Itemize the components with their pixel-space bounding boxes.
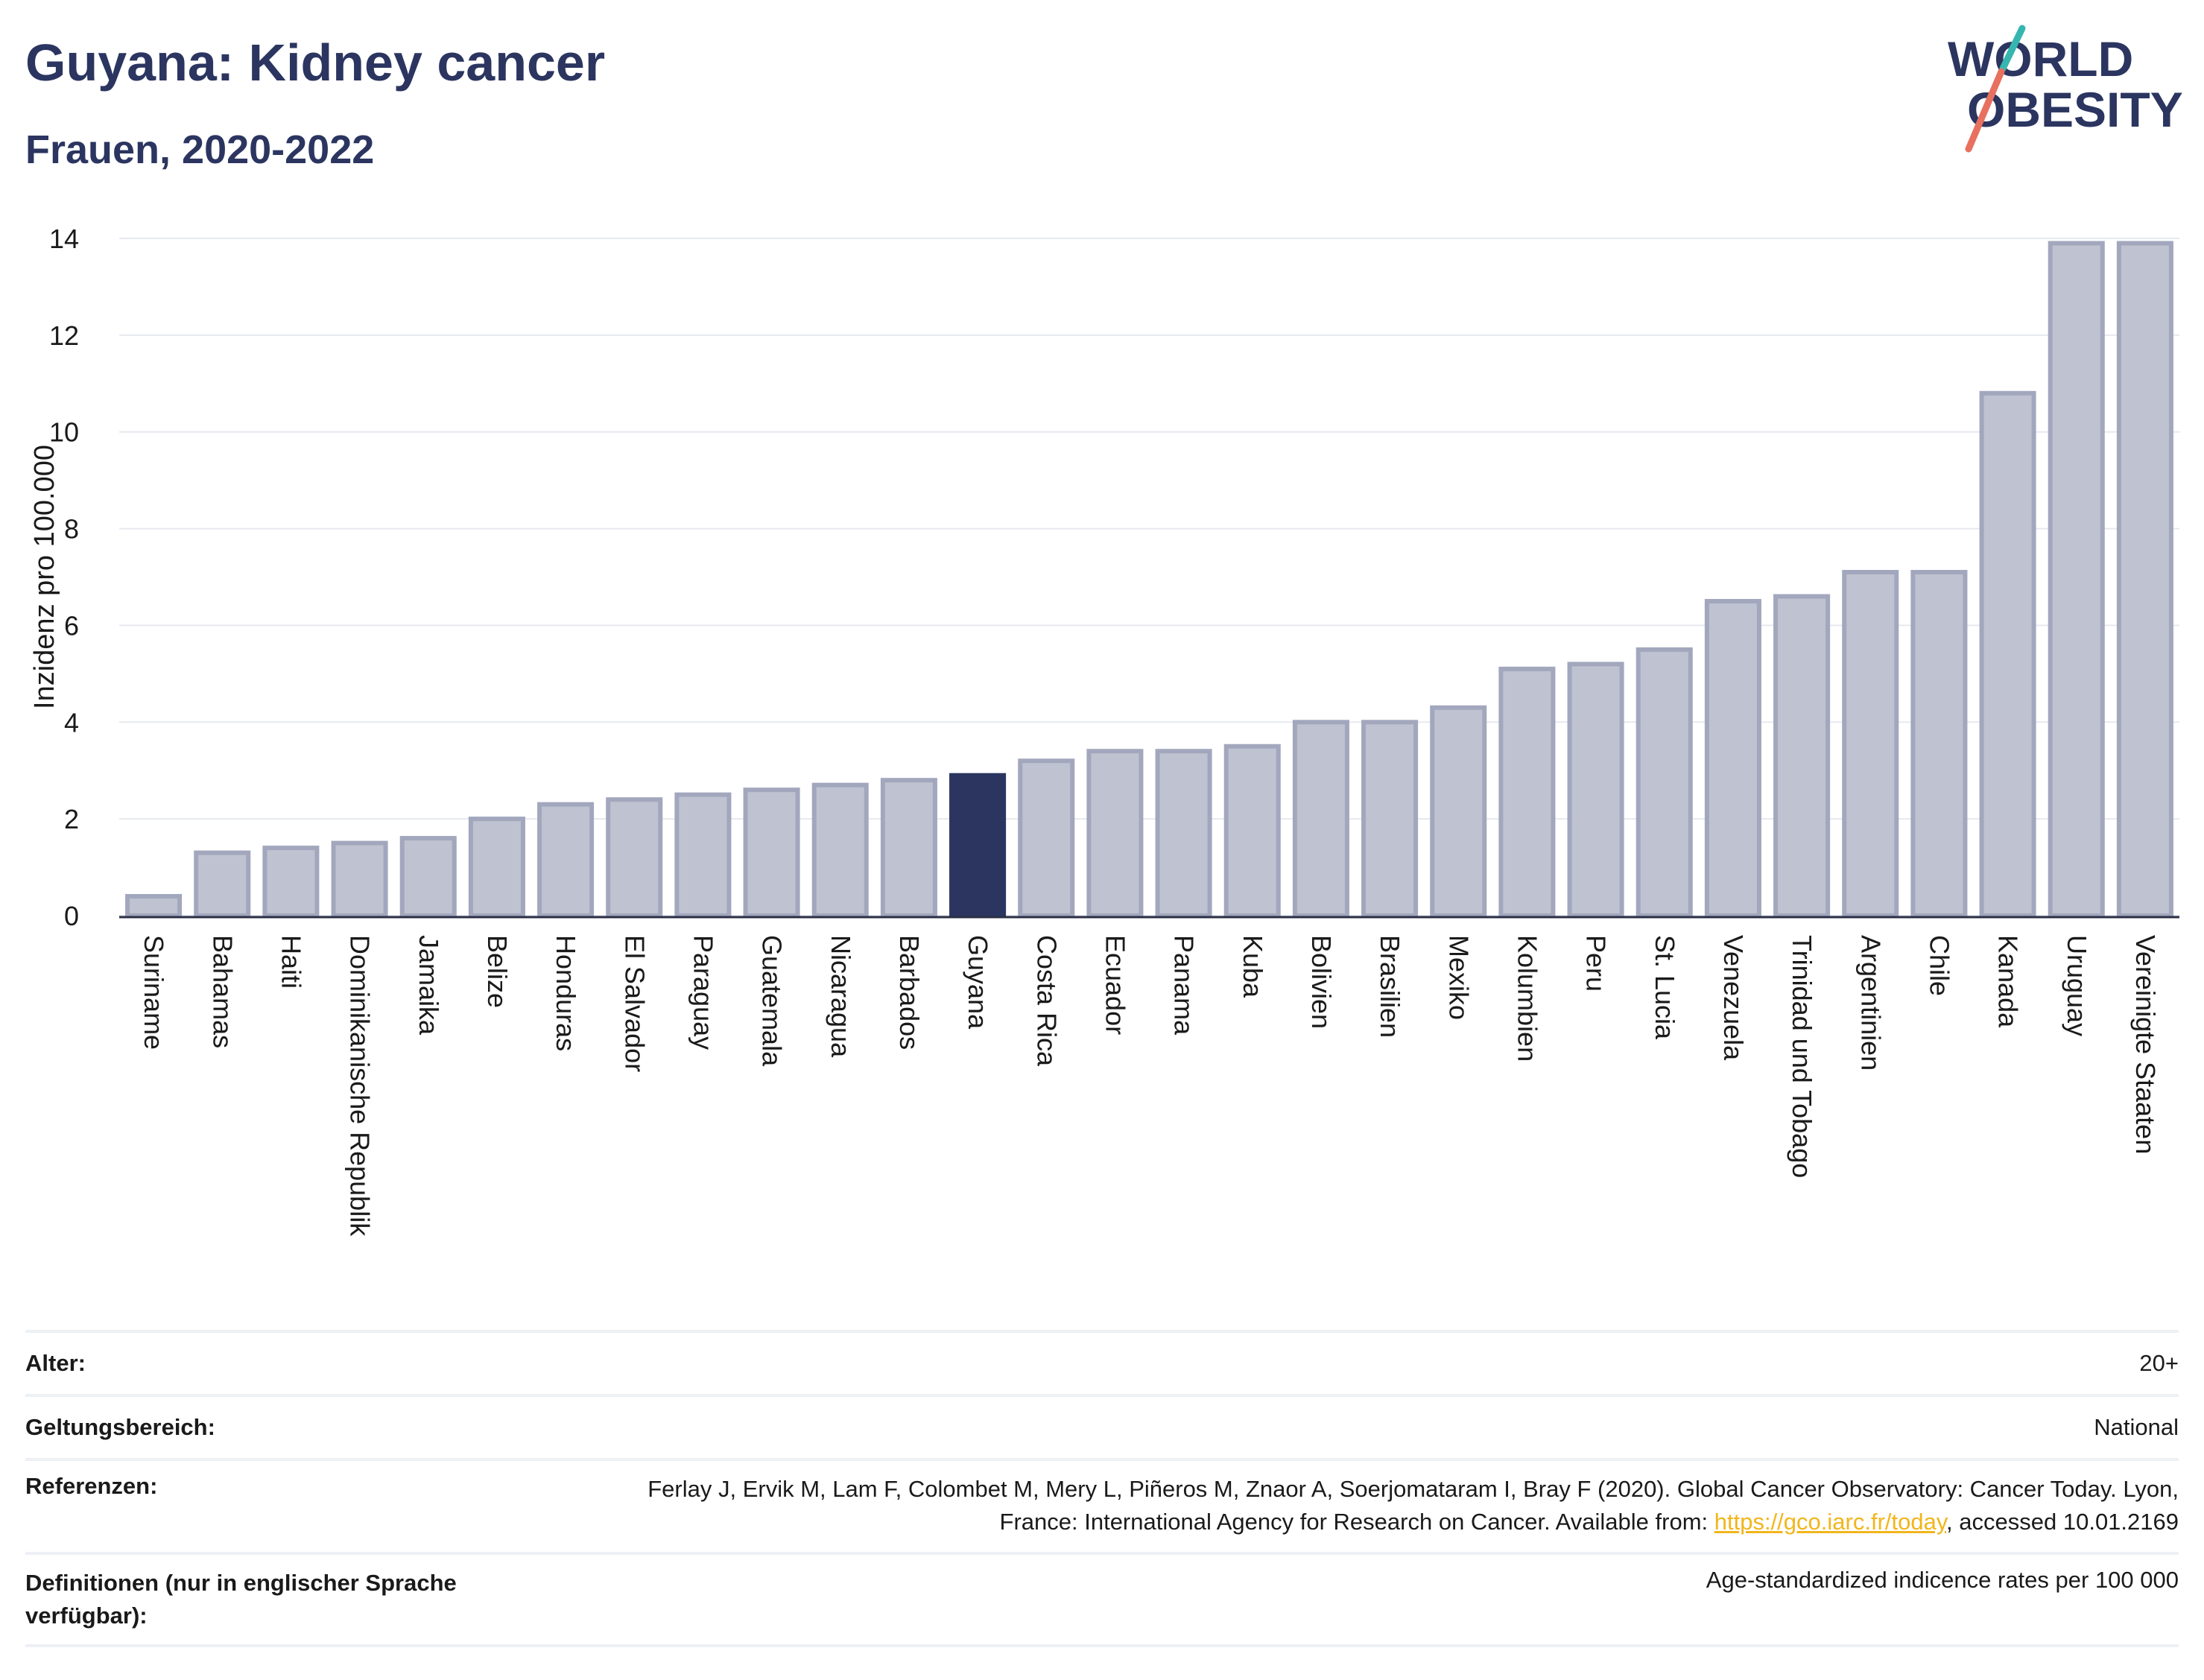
x-tick-label: Bolivien xyxy=(1306,935,1337,1029)
x-tick-label: Paraguay xyxy=(688,935,718,1050)
references-text: Ferlay J, Ervik M, Lam F, Colombet M, Me… xyxy=(647,1476,2179,1535)
bar xyxy=(606,797,663,919)
x-tick-label: Chile xyxy=(1924,935,1954,996)
page-subtitle: Frauen, 2020-2022 xyxy=(25,127,375,172)
x-tick-label: Peru xyxy=(1581,935,1612,992)
x-tick-label: Trinidad und Tobago xyxy=(1787,935,1817,1178)
y-tick-label: 2 xyxy=(64,804,79,834)
bar xyxy=(743,787,800,919)
x-tick-label: Bahamas xyxy=(207,935,238,1048)
logo-line-2: OBESITY xyxy=(1967,82,2183,137)
scope-value: National xyxy=(2094,1414,2179,1440)
bar xyxy=(2116,241,2173,918)
bar xyxy=(399,836,457,918)
y-axis-ticks: 0 2 4 6 8 10 12 14 xyxy=(49,224,79,931)
bar xyxy=(1567,662,1624,918)
x-tick-label: Panama xyxy=(1169,935,1200,1036)
x-tick-label: Brasilien xyxy=(1375,935,1405,1038)
x-tick-label: Venezuela xyxy=(1718,935,1749,1061)
bar xyxy=(949,773,1007,919)
bars xyxy=(125,241,2173,919)
y-tick-label: 12 xyxy=(49,320,79,351)
x-tick-label: Jamaika xyxy=(414,935,444,1036)
bar xyxy=(1773,594,1831,918)
references-suffix: , accessed 10.01.2169 xyxy=(1946,1509,2179,1535)
x-tick-label: Nicaragua xyxy=(826,935,856,1058)
y-tick-label: 14 xyxy=(49,224,79,254)
x-tick-label: Dominikanische Republik xyxy=(345,935,376,1237)
x-tick-label: Argentinien xyxy=(1855,935,1886,1071)
bar xyxy=(468,817,525,919)
bar xyxy=(2048,241,2105,918)
x-tick-label: Mexiko xyxy=(1443,935,1474,1020)
age-value: 20+ xyxy=(2139,1350,2179,1376)
page-title: Guyana: Kidney cancer xyxy=(25,34,606,92)
bar xyxy=(194,850,251,918)
definitions-value: Age-standardized indicence rates per 100… xyxy=(1706,1567,2179,1593)
bar xyxy=(125,894,183,918)
bar xyxy=(880,778,937,919)
bar-chart: 0 2 4 6 8 10 12 14 Suriname Bahamas Haiti Dominika… xyxy=(29,224,2179,1237)
bar xyxy=(537,802,595,919)
bar xyxy=(811,782,869,919)
bar xyxy=(1842,570,1899,918)
bar xyxy=(1155,749,1212,918)
x-tick-label: Kuba xyxy=(1238,935,1268,998)
y-tick-label: 8 xyxy=(64,514,79,545)
x-tick-label: Vereinigte Staaten xyxy=(2130,935,2161,1154)
x-tick-label: St. Lucia xyxy=(1650,935,1680,1040)
x-tick-label: Honduras xyxy=(551,935,581,1051)
logo-slash-coral xyxy=(1965,68,2005,153)
x-tick-label: Haiti xyxy=(276,935,306,989)
x-tick-label: El Salvador xyxy=(619,935,650,1072)
metadata-table: Alter: 20+ Geltungsbereich: National Ref… xyxy=(25,1330,2179,1647)
bar xyxy=(1018,758,1075,918)
x-tick-label: Kanada xyxy=(1993,935,2024,1028)
x-tick-label: Uruguay xyxy=(2062,935,2092,1036)
x-tick-label: Barbados xyxy=(894,935,925,1050)
x-tick-label: Guyana xyxy=(963,935,993,1030)
bar xyxy=(1979,390,2036,918)
bar xyxy=(1498,666,1556,918)
y-tick-label: 0 xyxy=(64,901,79,931)
bar xyxy=(1361,720,1419,918)
definitions-label: Definitionen (nur in englischer Sprache … xyxy=(25,1570,457,1629)
bar xyxy=(1430,705,1487,918)
x-tick-label: Guatemala xyxy=(757,935,788,1067)
references-value: Ferlay J, Ervik M, Lam F, Colombet M, Me… xyxy=(614,1473,2179,1538)
scope-label: Geltungsbereich: xyxy=(25,1414,215,1440)
grid-lines xyxy=(119,238,2179,916)
meta-row-age: Alter: 20+ xyxy=(25,1330,2179,1394)
bar xyxy=(1292,720,1349,918)
age-label: Alter: xyxy=(25,1350,86,1376)
x-tick-label: Kolumbien xyxy=(1512,935,1542,1062)
x-axis-ticks: Suriname Bahamas Haiti Dominikanische Repub… xyxy=(139,935,2161,1237)
bar xyxy=(1223,744,1281,918)
references-link[interactable]: https://gco.iarc.fr/today xyxy=(1714,1509,1947,1535)
x-tick-label: Ecuador xyxy=(1100,935,1130,1035)
y-axis-label: Inzidenz pro 100.000 xyxy=(29,445,60,709)
bar xyxy=(1635,647,1693,919)
x-tick-label: Suriname xyxy=(139,935,169,1050)
bar xyxy=(1086,749,1144,918)
meta-row-references: Referenzen: Ferlay J, Ervik M, Lam F, Co… xyxy=(25,1458,2179,1552)
logo-slash-teal xyxy=(1999,25,2026,72)
y-tick-label: 4 xyxy=(64,707,79,738)
y-tick-label: 10 xyxy=(49,417,79,448)
bar xyxy=(1704,598,1761,918)
logo-line-1: WORLD xyxy=(1948,31,2133,86)
meta-row-definitions: Definitionen (nur in englischer Sprache … xyxy=(25,1552,2179,1647)
bar xyxy=(674,792,732,919)
x-tick-label: Belize xyxy=(482,935,513,1008)
y-tick-label: 6 xyxy=(64,610,79,641)
x-tick-label: Costa Rica xyxy=(1031,935,1062,1067)
bar xyxy=(262,846,320,918)
world-obesity-logo[interactable]: WORLD OBESITY xyxy=(1937,22,2191,156)
meta-row-scope: Geltungsbereich: National xyxy=(25,1394,2179,1458)
bar xyxy=(1910,570,1968,918)
references-label: Referenzen: xyxy=(25,1473,158,1499)
bar xyxy=(331,840,388,918)
